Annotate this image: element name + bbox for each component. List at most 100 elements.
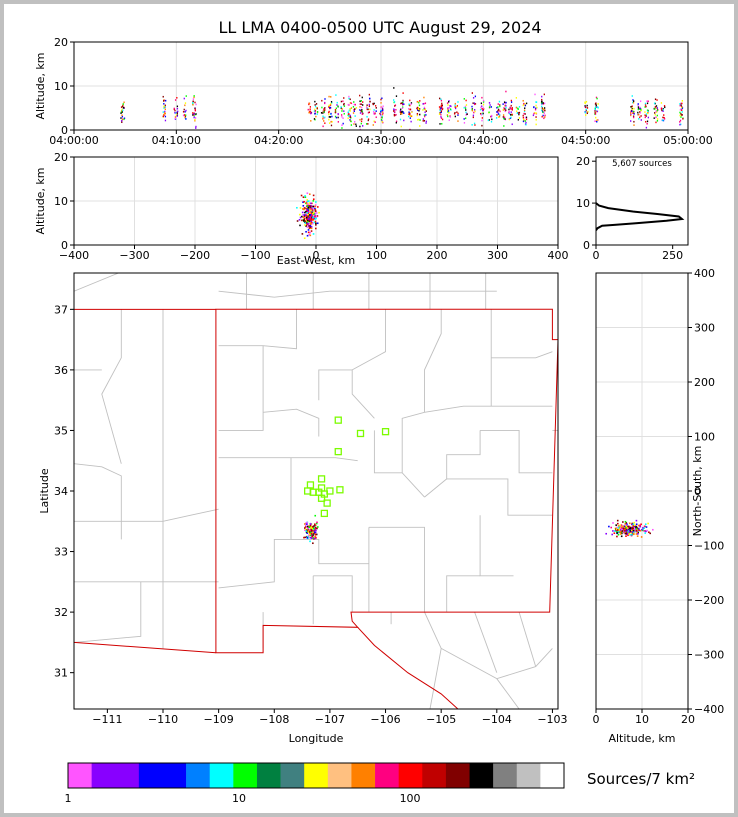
source-point xyxy=(499,110,501,113)
source-point xyxy=(315,529,317,532)
source-point xyxy=(302,213,304,216)
source-point xyxy=(349,98,351,101)
source-point xyxy=(679,103,681,105)
source-point xyxy=(597,119,599,121)
source-point xyxy=(472,102,474,104)
source-point xyxy=(480,106,482,109)
source-point xyxy=(596,119,598,121)
source-point xyxy=(644,111,646,113)
source-point xyxy=(329,107,331,110)
source-point xyxy=(380,116,383,119)
source-point xyxy=(543,111,545,113)
source-point xyxy=(315,212,318,214)
source-point xyxy=(121,110,123,112)
source-point xyxy=(361,96,363,99)
source-point xyxy=(630,112,632,115)
source-point xyxy=(489,106,491,108)
source-point xyxy=(454,106,456,108)
x-tick-label: 100 xyxy=(366,249,387,262)
source-point xyxy=(535,123,537,126)
x-tick-label: 0 xyxy=(593,713,600,726)
source-point xyxy=(498,114,501,116)
source-point xyxy=(634,526,637,529)
source-point xyxy=(465,114,467,116)
source-point xyxy=(308,202,311,204)
x-tick-label: 04:40:00 xyxy=(459,134,508,147)
source-point xyxy=(679,123,681,126)
y-axis-label: Latitude xyxy=(38,468,51,514)
source-point xyxy=(393,108,395,110)
source-point xyxy=(174,116,177,118)
source-point xyxy=(353,101,355,103)
source-point xyxy=(382,105,384,108)
source-point xyxy=(192,114,194,116)
source-point xyxy=(320,112,323,114)
source-point xyxy=(349,116,352,118)
source-point xyxy=(425,122,427,124)
source-point xyxy=(173,107,175,110)
source-point xyxy=(623,525,626,528)
source-point xyxy=(302,216,305,219)
source-point xyxy=(324,116,326,119)
source-point xyxy=(306,526,309,529)
source-point xyxy=(620,526,623,528)
source-point xyxy=(498,109,500,111)
source-point xyxy=(681,105,683,108)
source-point xyxy=(176,105,179,108)
source-point xyxy=(503,125,505,127)
source-point xyxy=(312,216,314,219)
source-point xyxy=(622,521,624,523)
source-point xyxy=(308,193,311,196)
source-point xyxy=(195,125,197,128)
source-point xyxy=(639,116,641,119)
y-tick-label: 35 xyxy=(54,424,68,437)
source-point xyxy=(350,124,353,126)
source-point xyxy=(403,112,405,115)
source-point xyxy=(335,107,337,110)
source-point xyxy=(343,102,345,105)
source-point xyxy=(627,528,630,531)
source-point xyxy=(464,105,467,108)
source-point xyxy=(194,101,196,104)
source-point xyxy=(307,203,309,206)
source-point xyxy=(184,110,186,113)
source-point xyxy=(380,111,382,113)
source-point xyxy=(408,107,410,110)
source-point xyxy=(315,224,317,226)
source-point xyxy=(175,114,178,116)
source-point xyxy=(454,115,456,118)
source-point xyxy=(497,111,499,114)
source-point xyxy=(310,216,313,219)
y-tick-label: 100 xyxy=(694,431,715,444)
source-point xyxy=(302,205,305,207)
source-point xyxy=(310,227,313,230)
source-point xyxy=(496,106,498,109)
source-point xyxy=(454,102,456,105)
source-point xyxy=(366,104,368,106)
source-point xyxy=(681,106,684,109)
source-point xyxy=(308,227,311,229)
colorbar: Sources/7 km² 1 10 100 xyxy=(65,762,695,805)
source-point xyxy=(417,118,419,121)
source-point xyxy=(616,532,619,534)
source-point xyxy=(498,100,501,103)
source-point xyxy=(193,95,195,97)
source-point xyxy=(454,104,456,107)
source-point xyxy=(307,525,309,528)
source-point xyxy=(314,218,317,220)
source-point xyxy=(440,116,442,118)
source-point xyxy=(304,526,307,528)
source-point xyxy=(314,105,317,108)
source-point xyxy=(632,531,635,534)
source-point xyxy=(479,112,482,115)
source-point xyxy=(395,121,397,124)
source-point xyxy=(409,112,411,115)
y-axis-label: North-South, km xyxy=(691,446,704,537)
source-point xyxy=(662,108,664,111)
source-point xyxy=(176,115,178,117)
source-point xyxy=(502,116,504,118)
source-point xyxy=(123,117,126,120)
source-point xyxy=(306,219,309,221)
source-point xyxy=(633,527,635,529)
source-point xyxy=(305,215,308,217)
